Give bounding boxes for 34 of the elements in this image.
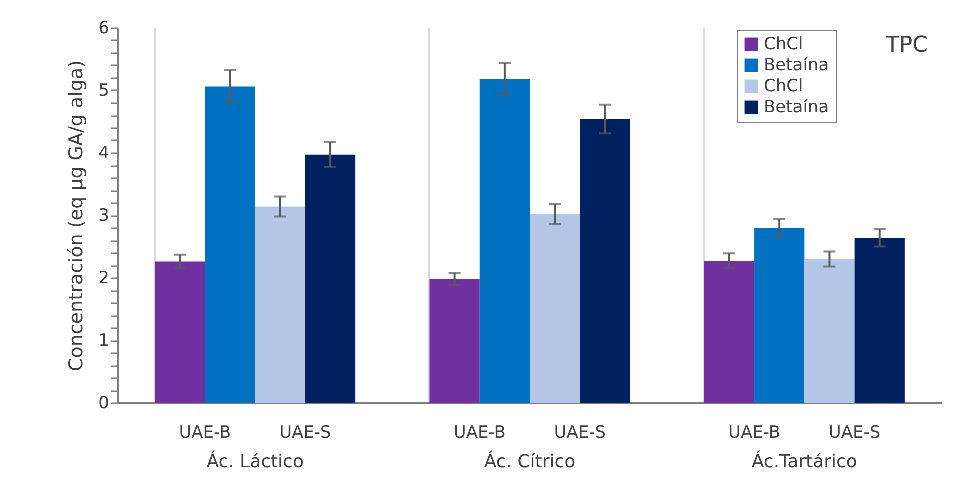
legend-label: Betaína — [764, 98, 830, 118]
bar — [255, 206, 306, 403]
y-tick-label: 5 — [98, 81, 110, 101]
text: UAE-S — [280, 423, 332, 443]
annotation: TPC — [884, 33, 928, 58]
text: UAE-S — [828, 423, 881, 443]
y-axis-title: Concentración (eq µg GA/g alga) — [66, 60, 88, 372]
legend-label: Betaína — [764, 56, 830, 76]
y-tick-label: 4 — [98, 144, 110, 164]
y-tick-label: 1 — [98, 331, 110, 351]
bar — [854, 238, 905, 403]
bar — [704, 261, 755, 403]
bar — [430, 279, 480, 403]
x-tick-label: Ác.Tartárico — [752, 450, 858, 472]
text: UAE-B — [179, 423, 232, 443]
bar — [754, 228, 805, 403]
x-tick-label: Ác. Láctico — [206, 450, 304, 472]
bar — [205, 86, 256, 403]
bar — [305, 154, 356, 403]
legend-label: ChCl — [764, 76, 804, 96]
text: UAE-B — [454, 423, 506, 443]
bar — [804, 259, 855, 403]
bar — [155, 262, 206, 403]
legend-label: ChCl — [764, 34, 804, 54]
bar — [580, 119, 630, 403]
text: UAE-S — [554, 423, 606, 443]
text: UAE-B — [728, 423, 781, 443]
y-tick-label: 6 — [98, 18, 110, 38]
y-tick-label: 3 — [98, 206, 110, 226]
bar — [480, 79, 530, 403]
bar — [530, 214, 580, 403]
x-tick-label: Ác. Cítrico — [484, 450, 576, 472]
y-tick-label: 0 — [98, 394, 110, 414]
y-tick-label: 2 — [98, 268, 110, 288]
